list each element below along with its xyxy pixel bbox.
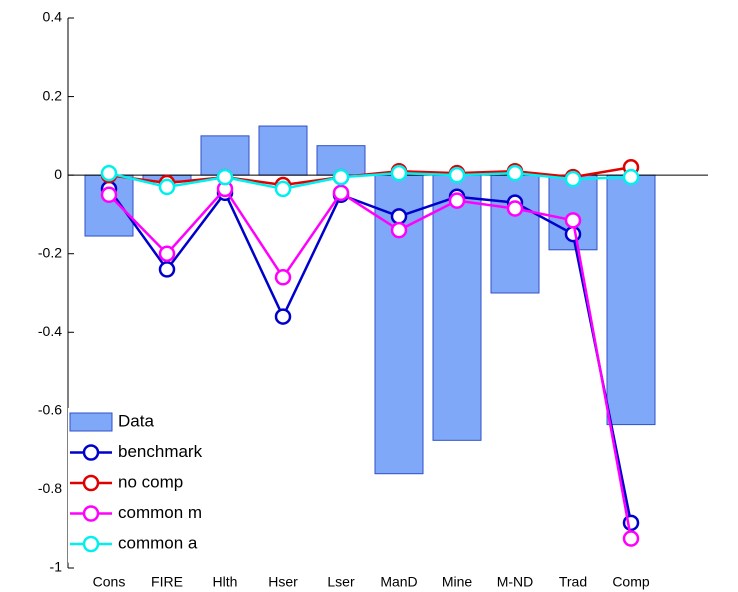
x-tick-label: Mine xyxy=(442,574,473,590)
marker xyxy=(390,208,408,225)
line xyxy=(108,186,633,539)
bar xyxy=(200,135,250,176)
marker xyxy=(274,269,292,286)
marker xyxy=(390,221,408,239)
y-tick-label: 0 xyxy=(54,166,62,182)
marker xyxy=(622,530,640,547)
marker xyxy=(448,192,466,209)
bar xyxy=(432,174,482,441)
bar xyxy=(258,125,308,176)
legend-marker xyxy=(82,535,100,553)
legend-swatch xyxy=(69,412,113,432)
y-tick-label: -0.6 xyxy=(38,402,62,418)
marker xyxy=(158,261,176,278)
marker xyxy=(158,245,176,262)
legend-label: no comp xyxy=(118,472,183,491)
marker xyxy=(564,225,582,243)
marker xyxy=(622,168,640,186)
marker xyxy=(332,184,350,202)
marker xyxy=(100,164,118,182)
y-tick-label: -0.8 xyxy=(38,480,62,496)
x-tick-label: Lser xyxy=(327,574,355,590)
marker xyxy=(506,200,524,217)
marker xyxy=(390,164,408,182)
x-tick-label: Comp xyxy=(612,574,650,590)
y-tick-label: 0.2 xyxy=(43,87,63,103)
legend-label: benchmark xyxy=(118,442,203,461)
x-tick-label: FIRE xyxy=(151,574,183,590)
x-tick-label: Trad xyxy=(559,574,587,590)
line xyxy=(107,188,633,524)
x-tick-label: M-ND xyxy=(497,574,534,590)
x-tick-label: ManD xyxy=(380,574,417,590)
y-tick-label: -1 xyxy=(50,559,63,575)
bar xyxy=(490,174,540,294)
marker xyxy=(564,212,582,229)
legend-label: Data xyxy=(118,411,154,430)
legend: Data benchmark no comp common m common a xyxy=(68,408,248,563)
x-tick-label: Hlth xyxy=(213,574,238,590)
y-tick-label: -0.2 xyxy=(38,244,62,260)
marker xyxy=(506,164,524,182)
legend-marker xyxy=(82,444,100,461)
legend-marker xyxy=(82,505,100,522)
x-tick-label: Cons xyxy=(93,574,126,590)
marker xyxy=(564,170,582,188)
legend-marker xyxy=(82,474,100,492)
legend-label: common a xyxy=(118,533,198,552)
marker xyxy=(448,166,466,184)
marker xyxy=(216,168,234,186)
marker xyxy=(274,180,292,198)
legend-label: common m xyxy=(118,503,202,522)
bar xyxy=(606,174,656,426)
marker xyxy=(100,186,118,204)
x-tick-label: Hser xyxy=(268,574,298,590)
marker xyxy=(274,308,292,325)
y-tick-label: 0.4 xyxy=(43,9,63,25)
marker xyxy=(332,168,350,186)
line xyxy=(108,171,632,191)
marker xyxy=(158,178,176,196)
y-tick-label: -0.4 xyxy=(38,323,62,339)
